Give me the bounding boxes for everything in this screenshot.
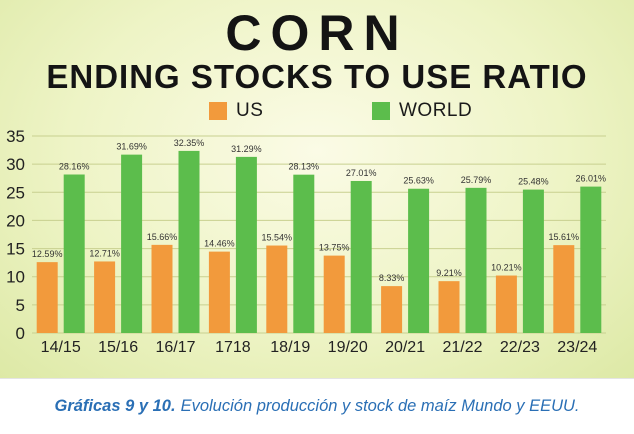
caption-bold: Gráficas 9 y 10. — [54, 397, 176, 415]
legend-swatch-us — [209, 102, 227, 120]
bar-world — [121, 154, 143, 333]
bar-us — [94, 261, 116, 333]
data-label-world: 26.01% — [576, 174, 607, 184]
bar-chart: 0 5 10 15 20 25 30 35 12.59% 28.16% 14/15 12.71% 31.… — [6, 127, 607, 356]
chart-figure: CORN ENDING STOCKS TO USE RATIO US WORLD… — [0, 0, 634, 378]
bar-us — [36, 262, 58, 333]
legend-swatch-world — [372, 102, 390, 120]
data-label-world: 32.35% — [174, 138, 205, 148]
y-tick-label: 0 — [16, 324, 25, 343]
x-tick-label: 21/22 — [442, 339, 482, 356]
data-label-world: 31.69% — [116, 142, 147, 152]
bar-us — [208, 251, 230, 333]
x-tick-label: 16/17 — [155, 339, 195, 356]
y-tick-label: 5 — [16, 296, 25, 315]
data-label-world: 25.48% — [518, 177, 549, 187]
bar-world — [522, 189, 544, 333]
bar-us — [381, 286, 403, 333]
data-label-us: 8.33% — [379, 273, 405, 283]
data-label-us: 12.71% — [89, 248, 120, 258]
data-label-us: 15.54% — [262, 233, 293, 243]
x-tick-label: 1718 — [215, 339, 251, 356]
x-tick-label: 20/21 — [385, 339, 425, 356]
bar-us — [495, 275, 517, 333]
data-label-us: 12.59% — [32, 249, 63, 259]
y-tick-label: 20 — [6, 211, 25, 230]
data-label-us: 15.66% — [147, 232, 178, 242]
data-label-world: 31.29% — [231, 144, 262, 154]
data-label-world: 28.16% — [59, 161, 90, 171]
bar-us — [151, 244, 173, 333]
x-tick-label: 14/15 — [41, 339, 81, 356]
bar-world — [465, 187, 487, 333]
legend-label-us: US — [236, 100, 264, 121]
legend-item-world: WORLD — [372, 100, 472, 122]
data-label-world: 25.63% — [403, 176, 434, 186]
bar-us — [438, 281, 460, 333]
y-tick-label: 10 — [6, 268, 25, 287]
x-tick-label: 18/19 — [270, 339, 310, 356]
data-label-world: 28.13% — [289, 162, 320, 172]
y-tick-label: 15 — [6, 240, 25, 259]
bar-us — [553, 245, 575, 333]
bar-world — [178, 150, 200, 333]
caption-text: Evolución producción y stock de maíz Mun… — [180, 397, 580, 415]
bar-world — [293, 174, 315, 333]
x-tick-label: 15/16 — [98, 339, 138, 356]
chart-subtitle: ENDING STOCKS TO USE RATIO — [46, 58, 588, 95]
data-label-us: 10.21% — [491, 263, 522, 273]
figure-caption: Gráficas 9 y 10. Evolución producción y … — [0, 378, 634, 434]
x-tick-label: 23/24 — [557, 339, 597, 356]
legend-item-us: US — [209, 100, 263, 122]
bar-us — [323, 255, 345, 333]
data-label-world: 27.01% — [346, 168, 377, 178]
bar-us — [266, 245, 288, 333]
data-label-us: 13.75% — [319, 243, 350, 253]
data-label-us: 14.46% — [204, 239, 235, 249]
x-tick-label: 22/23 — [500, 339, 540, 356]
bar-world — [350, 180, 372, 333]
y-tick-label: 25 — [6, 183, 25, 202]
y-tick-label: 30 — [6, 155, 25, 174]
y-tick-label: 35 — [6, 127, 25, 146]
x-tick-label: 19/20 — [328, 339, 368, 356]
bar-world — [408, 188, 430, 333]
data-label-us: 15.61% — [549, 232, 580, 242]
data-label-world: 25.79% — [461, 175, 492, 185]
legend-label-world: WORLD — [399, 100, 473, 121]
bar-world — [63, 174, 85, 333]
bar-world — [235, 156, 257, 333]
bar-world — [580, 186, 602, 333]
chart-title: CORN — [225, 5, 409, 61]
data-label-us: 9.21% — [436, 268, 462, 278]
